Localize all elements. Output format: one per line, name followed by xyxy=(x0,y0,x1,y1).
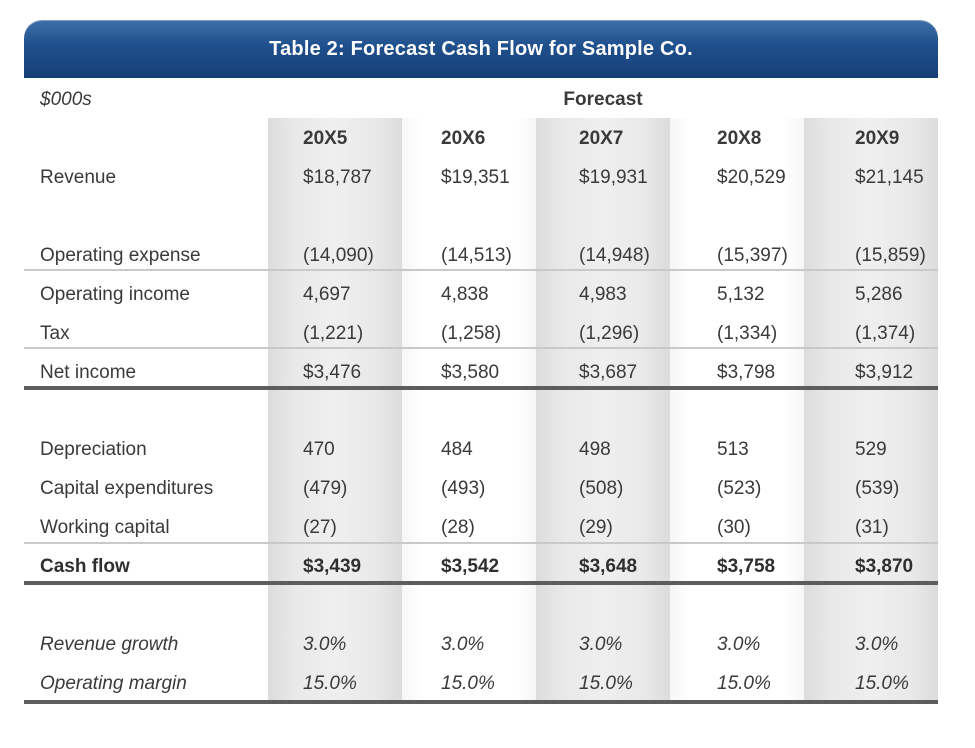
row-divider xyxy=(24,269,938,271)
table-cell: (30) xyxy=(717,517,751,538)
year-header: 20X8 xyxy=(717,128,762,149)
table-cell: 15.0% xyxy=(441,673,495,694)
table-cell: (14,948) xyxy=(579,245,650,266)
year-header: 20X5 xyxy=(303,128,348,149)
table-cell: 3.0% xyxy=(717,634,761,655)
table-cell: (15,859) xyxy=(855,245,926,266)
year-header: 20X9 xyxy=(855,128,900,149)
table-cell: (1,296) xyxy=(579,323,640,344)
table-cell: $18,787 xyxy=(303,167,372,188)
table-cell: 513 xyxy=(717,439,749,460)
table-cell: (15,397) xyxy=(717,245,788,266)
section-divider xyxy=(24,386,938,390)
row-label: Depreciation xyxy=(40,439,147,460)
row-label: Revenue xyxy=(40,167,117,188)
table-cell: 4,983 xyxy=(579,284,627,305)
table-cell: 470 xyxy=(303,439,335,460)
table-cell: $3,912 xyxy=(855,362,914,383)
row-label: Capital expenditures xyxy=(40,478,214,499)
table-cell: (539) xyxy=(855,478,900,499)
table-cell: 529 xyxy=(855,439,887,460)
table-cell: $19,351 xyxy=(441,167,510,188)
table-cell: $19,931 xyxy=(579,167,648,188)
table-cell: $3,758 xyxy=(717,556,776,577)
section-divider xyxy=(24,581,938,585)
units-label: $000s xyxy=(40,89,92,110)
row-label: Revenue growth xyxy=(40,634,179,655)
table-cell: (523) xyxy=(717,478,762,499)
table-cell: $3,687 xyxy=(579,362,638,383)
table-cell: (29) xyxy=(579,517,613,538)
table-title-bar: Table 2: Forecast Cash Flow for Sample C… xyxy=(24,20,938,78)
table-cell: (1,258) xyxy=(441,323,502,344)
table-cell: 15.0% xyxy=(303,673,357,694)
row-label: Net income xyxy=(40,362,137,383)
cash-flow-table: Table 2: Forecast Cash Flow for Sample C… xyxy=(24,20,938,710)
table-cell: (14,090) xyxy=(303,245,374,266)
table-cell: $20,529 xyxy=(717,167,786,188)
column-shading xyxy=(402,118,536,704)
table-cell: (1,374) xyxy=(855,323,916,344)
table-cell: 5,132 xyxy=(717,284,765,305)
table-cell: $3,798 xyxy=(717,362,776,383)
table-cell: (31) xyxy=(855,517,889,538)
row-label: Working capital xyxy=(40,517,170,538)
table-cell: 15.0% xyxy=(579,673,633,694)
table-cell: 15.0% xyxy=(717,673,771,694)
row-divider xyxy=(24,542,938,544)
table-cell: 4,838 xyxy=(441,284,489,305)
table-cell: $3,870 xyxy=(855,556,914,577)
section-divider xyxy=(24,700,938,704)
table-cell: $3,439 xyxy=(303,556,362,577)
column-shading xyxy=(536,118,670,704)
row-divider xyxy=(24,347,938,349)
table-cell: $21,145 xyxy=(855,167,924,188)
table-cell: (493) xyxy=(441,478,486,499)
table-cell: $3,476 xyxy=(303,362,362,383)
table-cell: (14,513) xyxy=(441,245,512,266)
table-cell: 498 xyxy=(579,439,611,460)
table-cell: 3.0% xyxy=(579,634,623,655)
year-header: 20X6 xyxy=(441,128,486,149)
table-cell: (479) xyxy=(303,478,348,499)
table-cell: 3.0% xyxy=(855,634,899,655)
table-cell: (508) xyxy=(579,478,624,499)
table-cell: 5,286 xyxy=(855,284,903,305)
table-cell: (1,221) xyxy=(303,323,364,344)
column-shading xyxy=(670,118,804,704)
table-cell: (1,334) xyxy=(717,323,778,344)
table-title: Table 2: Forecast Cash Flow for Sample C… xyxy=(269,37,693,60)
table-cell: 15.0% xyxy=(855,673,909,694)
row-label: Cash flow xyxy=(40,556,130,577)
row-label: Operating expense xyxy=(40,245,201,266)
table-cell: (28) xyxy=(441,517,475,538)
table-cell: 3.0% xyxy=(441,634,485,655)
table-cell: $3,542 xyxy=(441,556,500,577)
forecast-header: Forecast xyxy=(563,89,643,110)
year-header: 20X7 xyxy=(579,128,624,149)
row-label: Tax xyxy=(40,323,70,344)
table-cell: 4,697 xyxy=(303,284,351,305)
column-shading xyxy=(804,118,938,704)
row-label: Operating income xyxy=(40,284,190,305)
column-shading xyxy=(268,118,402,704)
table-cell: 484 xyxy=(441,439,473,460)
table-cell: 3.0% xyxy=(303,634,347,655)
row-label: Operating margin xyxy=(40,673,187,694)
table-cell: $3,580 xyxy=(441,362,500,383)
table-cell: $3,648 xyxy=(579,556,638,577)
table-cell: (27) xyxy=(303,517,337,538)
